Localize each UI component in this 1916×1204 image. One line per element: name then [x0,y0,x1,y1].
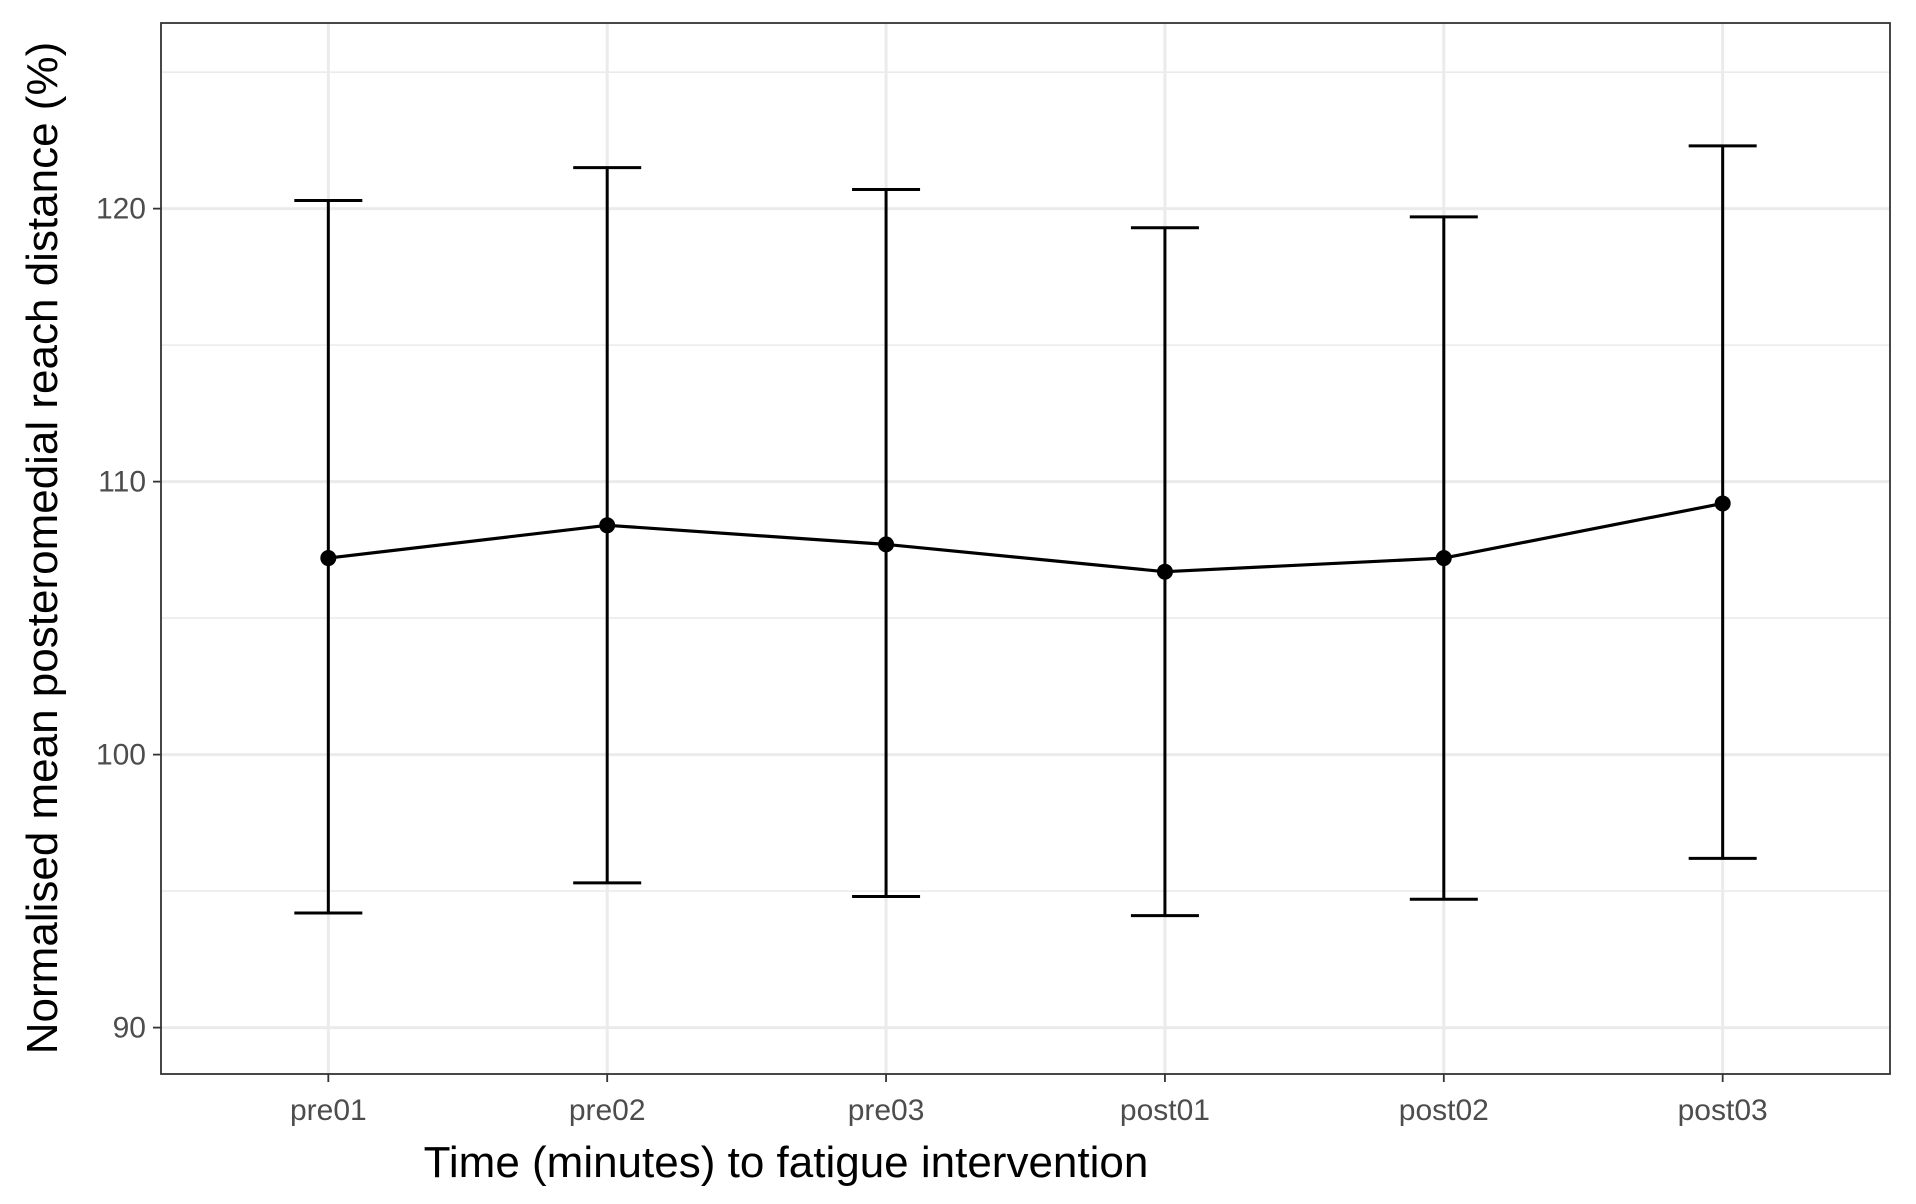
x-tick-label: pre03 [848,1094,925,1127]
y-tick-label: 120 [96,193,146,226]
x-axis-ticks: pre01 pre02 pre03 post01 post02 post03 [290,1074,1768,1127]
data-point [878,536,895,553]
y-tick-label: 100 [96,739,146,772]
x-axis-title: Time (minutes) to fatigue intervention [424,1138,1149,1187]
x-tick-label: pre02 [569,1094,646,1127]
x-tick-label: post01 [1120,1094,1210,1127]
data-points [320,495,1731,580]
data-point [1156,563,1173,580]
y-tick-label: 90 [113,1012,146,1045]
y-axis-title: Normalised mean posteromedial reach dist… [18,42,67,1054]
data-point [320,550,337,567]
x-tick-label: post02 [1399,1094,1489,1127]
plot-panel-border [160,22,1891,1075]
data-point [1435,550,1452,567]
series-line [328,501,1723,574]
x-tick-label: pre01 [290,1094,367,1127]
data-point [599,517,616,534]
series-line-group [328,501,1723,574]
y-axis-ticks: 90 100 110 120 [96,193,161,1045]
x-tick-label: post03 [1678,1094,1768,1127]
data-point [1714,495,1731,512]
y-tick-label: 110 [98,466,146,499]
plot-panel-background [161,23,1890,1074]
